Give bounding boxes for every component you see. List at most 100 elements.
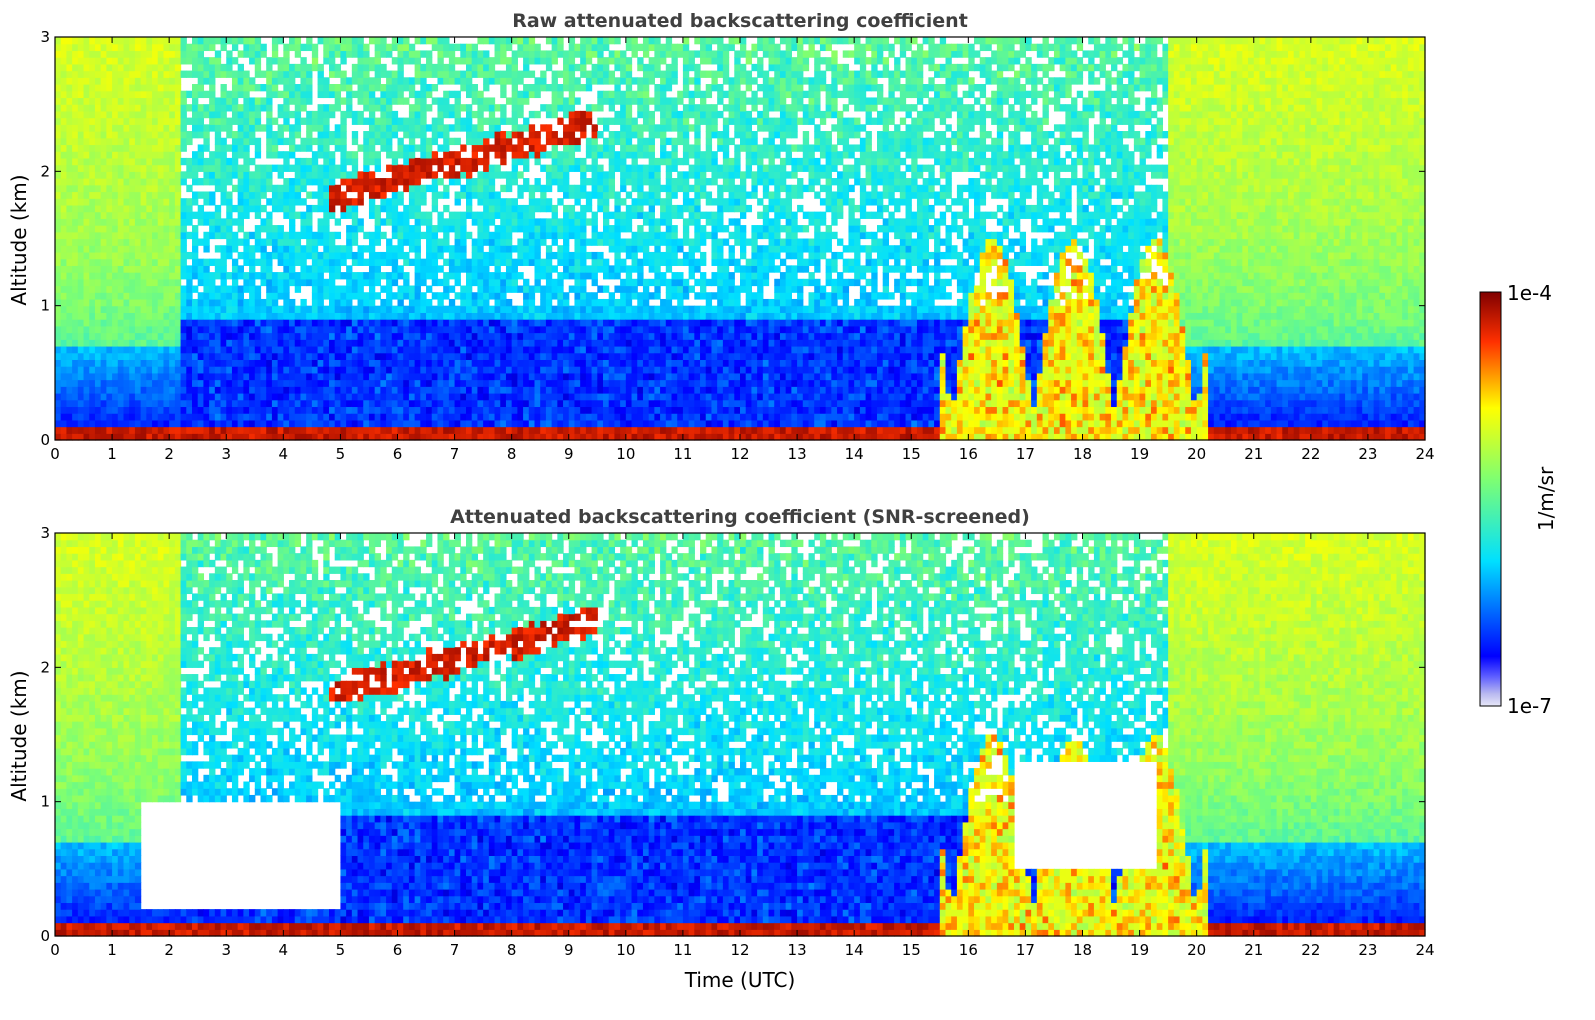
heatmap-cell [192, 346, 198, 353]
heatmap-cell [529, 131, 535, 138]
heatmap-cell [289, 406, 295, 413]
heatmap-cell [118, 353, 124, 360]
heatmap-cell [398, 339, 404, 346]
heatmap-cell [500, 413, 506, 420]
heatmap-cell [415, 218, 421, 225]
heatmap-cell [272, 359, 278, 366]
heatmap-cell [106, 64, 112, 71]
heatmap-cell [352, 77, 358, 84]
heatmap-cell [574, 373, 580, 380]
heatmap-cell [392, 386, 398, 393]
heatmap-cell [586, 57, 592, 64]
heatmap-cell [535, 185, 541, 192]
heatmap-cell [483, 138, 489, 145]
heatmap-cell [415, 265, 421, 272]
heatmap-cell [415, 191, 421, 198]
heatmap-cell [295, 252, 301, 259]
heatmap-cell [209, 158, 215, 165]
heatmap-cell [415, 111, 421, 118]
heatmap-cell [124, 205, 130, 212]
heatmap-cell [124, 158, 130, 165]
heatmap-cell [375, 386, 381, 393]
heatmap-cell [506, 131, 512, 138]
heatmap-cell [152, 151, 158, 158]
heatmap-cell [84, 239, 90, 246]
heatmap-cell [580, 312, 586, 319]
heatmap-cell [61, 353, 67, 360]
heatmap-cell [552, 312, 558, 319]
heatmap-cell [129, 138, 135, 145]
heatmap-cell [89, 366, 95, 373]
heatmap-cell [563, 212, 569, 219]
heatmap-cell [420, 299, 426, 306]
heatmap-cell [557, 138, 563, 145]
heatmap-cell [203, 64, 209, 71]
heatmap-cell [238, 50, 244, 57]
heatmap-cell [255, 346, 261, 353]
heatmap-cell [415, 406, 421, 413]
heatmap-cell [443, 319, 449, 326]
heatmap-cell [118, 37, 124, 44]
heatmap-cell [398, 144, 404, 151]
heatmap-cell [272, 198, 278, 205]
heatmap-cell [272, 239, 278, 246]
heatmap-cell [249, 427, 255, 434]
heatmap-cell [261, 205, 267, 212]
heatmap-cell [72, 386, 78, 393]
heatmap-cell [84, 245, 90, 252]
heatmap-cell [226, 144, 232, 151]
heatmap-cell [432, 319, 438, 326]
heatmap-cell [141, 413, 147, 420]
heatmap-cell [232, 272, 238, 279]
heatmap-cell [386, 111, 392, 118]
heatmap-cell [329, 386, 335, 393]
heatmap-cell [283, 111, 289, 118]
heatmap-cell [272, 44, 278, 51]
heatmap-cell [415, 279, 421, 286]
heatmap-cell [398, 118, 404, 125]
heatmap-cell [278, 286, 284, 293]
heatmap-cell [118, 111, 124, 118]
heatmap-cell [283, 286, 289, 293]
heatmap-cell [472, 312, 478, 319]
heatmap-cell [512, 326, 518, 333]
heatmap-cell [238, 373, 244, 380]
heatmap-cell [535, 151, 541, 158]
heatmap-cell [101, 37, 107, 44]
heatmap-cell [106, 393, 112, 400]
heatmap-cell [255, 205, 261, 212]
heatmap-cell [369, 333, 375, 340]
heatmap-cell [226, 97, 232, 104]
heatmap-cell [437, 124, 443, 131]
heatmap-cell [586, 346, 592, 353]
heatmap-cell [255, 326, 261, 333]
heatmap-cell [141, 84, 147, 91]
heatmap-cell [329, 84, 335, 91]
heatmap-cell [300, 212, 306, 219]
heatmap-cell [363, 185, 369, 192]
heatmap-cell [124, 400, 130, 407]
heatmap-cell [323, 171, 329, 178]
heatmap-cell [95, 406, 101, 413]
heatmap-cell [238, 198, 244, 205]
heatmap-cell [540, 225, 546, 232]
heatmap-cell [106, 144, 112, 151]
heatmap-cell [215, 386, 221, 393]
heatmap-cell [363, 359, 369, 366]
heatmap-cell [500, 44, 506, 51]
heatmap-cell [420, 212, 426, 219]
heatmap-cell [186, 185, 192, 192]
heatmap-cell [506, 353, 512, 360]
heatmap-cell [323, 37, 329, 44]
heatmap-cell [221, 299, 227, 306]
heatmap-cell [95, 97, 101, 104]
heatmap-cell [443, 286, 449, 293]
heatmap-cell [472, 57, 478, 64]
heatmap-cell [181, 427, 187, 434]
heatmap-cell [112, 339, 118, 346]
heatmap-cell [221, 97, 227, 104]
heatmap-cell [409, 326, 415, 333]
heatmap-cell [255, 198, 261, 205]
heatmap-cell [569, 138, 575, 145]
heatmap-cell [95, 218, 101, 225]
